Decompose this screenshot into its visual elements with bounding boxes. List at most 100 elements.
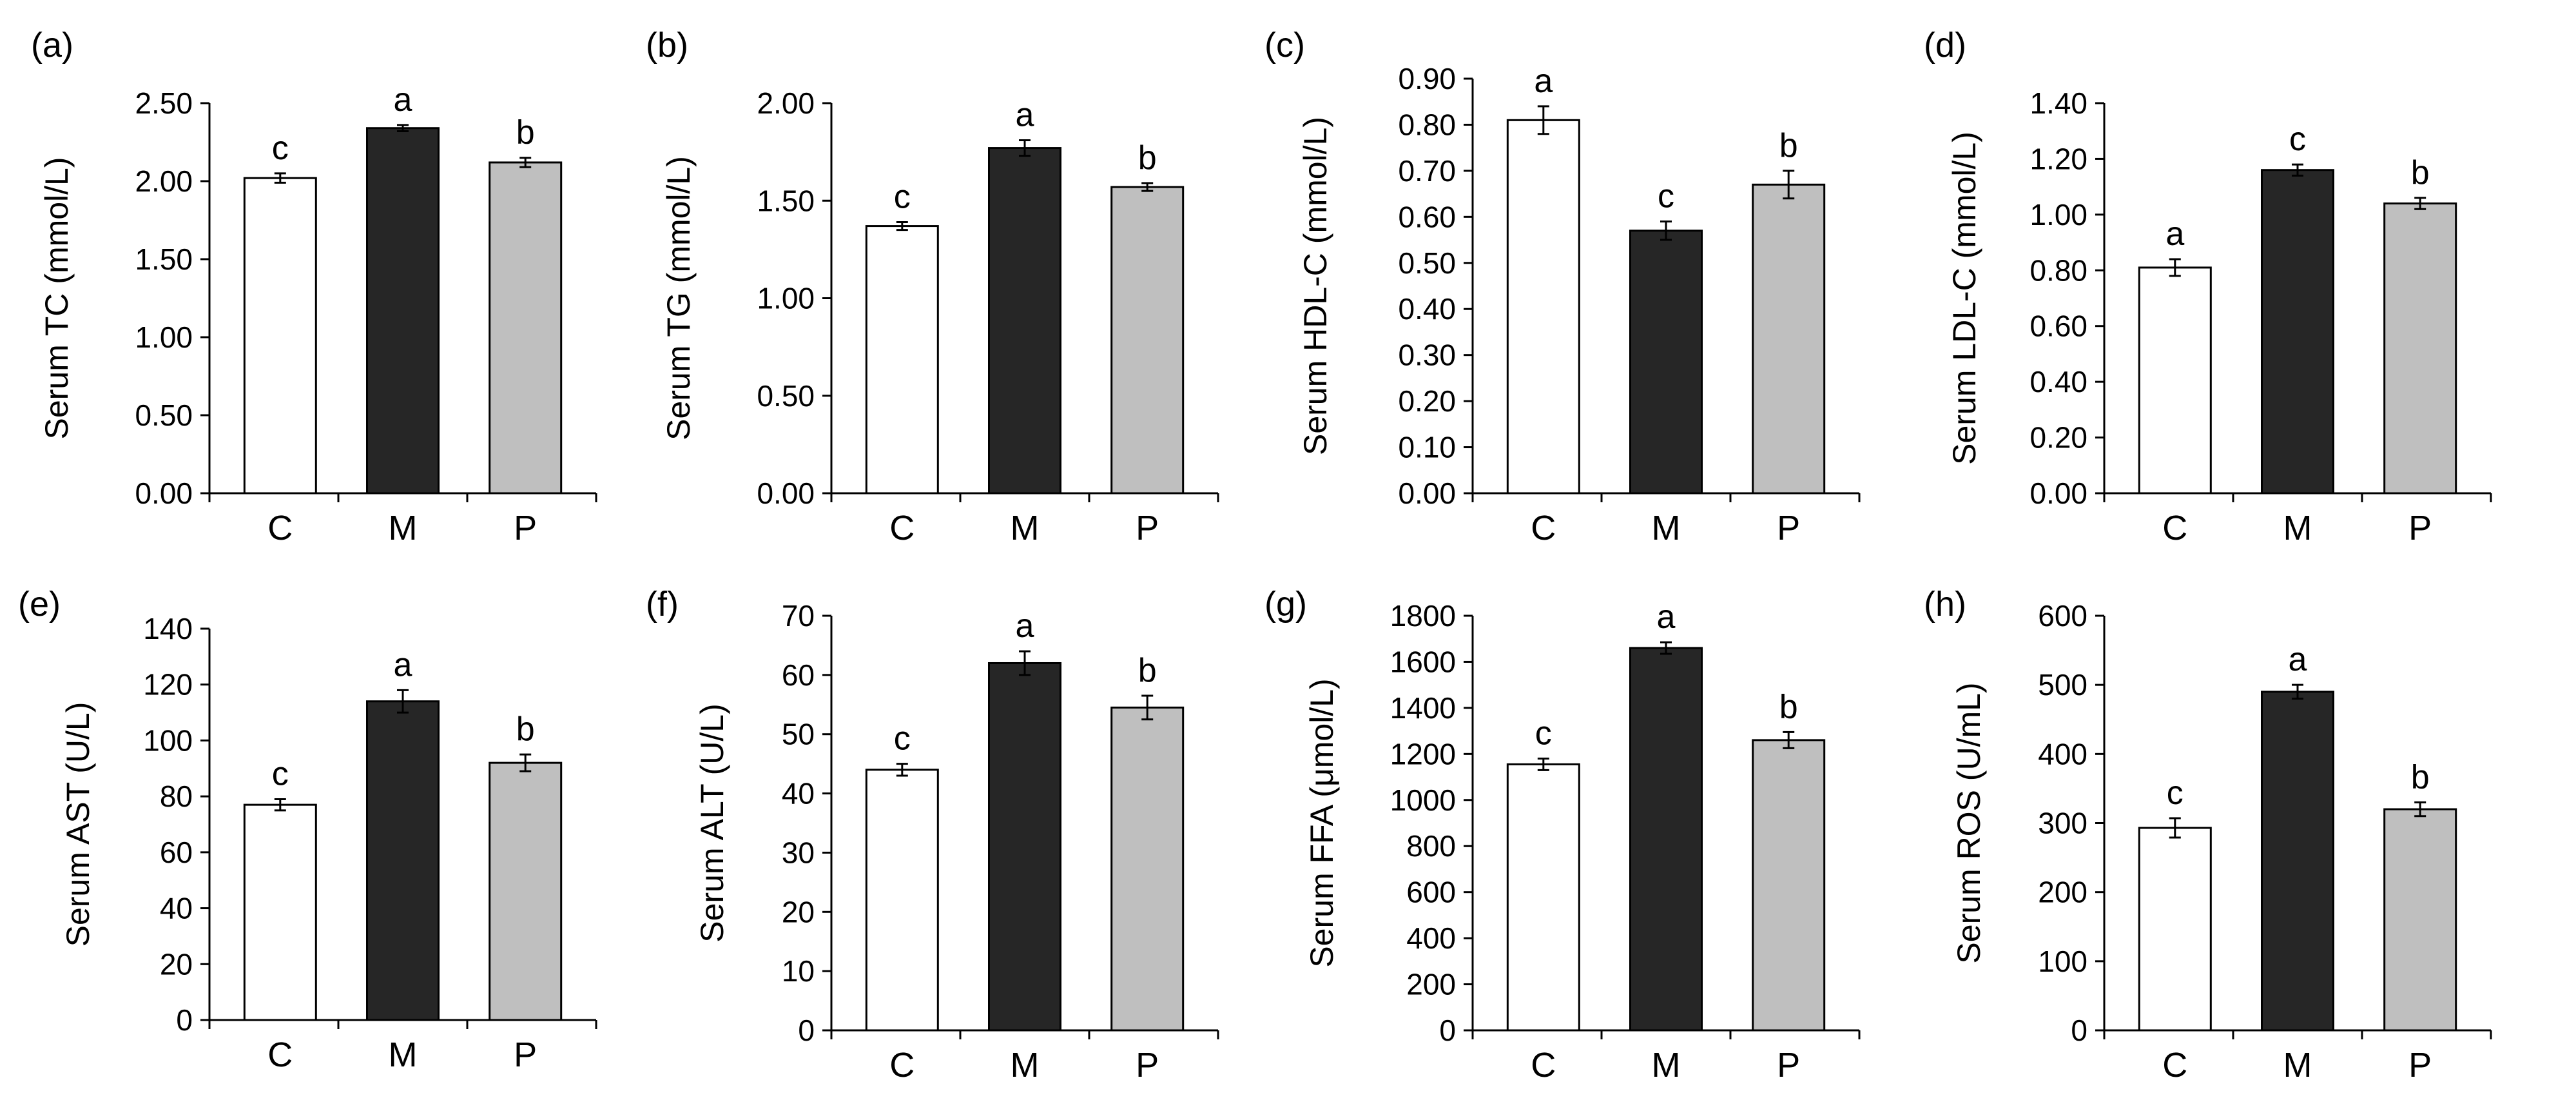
y-tick-label: 0.50 xyxy=(135,398,193,432)
y-tick-label: 0.10 xyxy=(1398,431,1456,464)
bar-M xyxy=(1629,647,1703,1032)
x-tick-label-P: P xyxy=(1136,509,1159,547)
y-axis-title: Serum FFA (μmol/L) xyxy=(1304,678,1340,967)
y-tick-label: 140 xyxy=(143,612,193,645)
bar-C xyxy=(865,225,939,495)
y-tick-label: 1200 xyxy=(1390,737,1456,770)
y-tick-label: 0 xyxy=(1439,1014,1456,1047)
significance-label-M: a xyxy=(1016,96,1034,133)
y-tick-label: 0.00 xyxy=(757,476,815,510)
y-axis-title: Serum ROS (U/mL) xyxy=(1951,682,1987,963)
significance-label-C: c xyxy=(272,130,289,167)
x-tick-label-M: M xyxy=(1011,1046,1040,1084)
x-tick-label-P: P xyxy=(1777,509,1800,547)
bar-C xyxy=(243,177,317,495)
x-tick-label-C: C xyxy=(267,509,293,547)
y-tick-label: 0.00 xyxy=(135,476,193,510)
bar-C xyxy=(865,769,939,1032)
y-tick-label: 1000 xyxy=(1390,783,1456,817)
y-tick-label: 0.80 xyxy=(2029,253,2087,287)
bar-P xyxy=(1110,186,1185,495)
y-tick-label: 80 xyxy=(160,780,193,813)
y-tick-label: 0.50 xyxy=(757,379,815,413)
y-axis-title: Serum TC (mmol/L) xyxy=(39,157,75,439)
y-tick-label: 600 xyxy=(1406,876,1456,909)
y-tick-label: 2.50 xyxy=(135,86,193,120)
x-tick-label-C: C xyxy=(267,1035,293,1074)
significance-label-P: b xyxy=(2411,758,2430,796)
x-tick-label-M: M xyxy=(1011,509,1040,547)
x-tick-label-P: P xyxy=(1136,1046,1159,1084)
significance-label-P: b xyxy=(516,711,535,748)
y-tick-label: 0.00 xyxy=(2029,476,2087,510)
x-tick-label-P: P xyxy=(514,509,537,547)
bar-M xyxy=(2261,169,2334,495)
y-tick-label: 0.50 xyxy=(1398,246,1456,280)
x-tick-label-M: M xyxy=(1652,509,1681,547)
significance-label-C: c xyxy=(272,755,289,792)
x-tick-label-C: C xyxy=(1531,1046,1556,1084)
significance-label-M: c xyxy=(1658,177,1674,215)
y-tick-label: 0 xyxy=(798,1014,815,1047)
panel-label: (d) xyxy=(1924,26,1966,64)
y-tick-label: 30 xyxy=(782,836,815,869)
y-tick-label: 0.40 xyxy=(2029,365,2087,398)
y-tick-label: 20 xyxy=(160,947,193,981)
y-tick-label: 1400 xyxy=(1390,691,1456,725)
y-tick-label: 0.30 xyxy=(1398,339,1456,372)
x-tick-label-C: C xyxy=(889,509,915,547)
y-tick-label: 1.50 xyxy=(757,184,815,217)
bar-M xyxy=(988,662,1061,1032)
panel-label: (b) xyxy=(646,26,688,64)
panel-label: (e) xyxy=(18,585,61,623)
bar-C xyxy=(2138,827,2212,1032)
y-axis-title: Serum ALT (U/L) xyxy=(694,703,730,942)
y-tick-label: 0 xyxy=(2071,1014,2087,1047)
y-tick-label: 40 xyxy=(782,777,815,810)
y-tick-label: 20 xyxy=(782,895,815,928)
y-tick-label: 500 xyxy=(2038,668,2087,702)
y-axis-title: Serum AST (U/L) xyxy=(60,702,96,947)
bar-P xyxy=(2383,808,2457,1032)
y-tick-label: 1.50 xyxy=(135,242,193,276)
significance-label-P: b xyxy=(1138,652,1157,689)
bar-M xyxy=(366,127,440,495)
y-tick-label: 400 xyxy=(2038,737,2087,770)
significance-label-C: a xyxy=(2165,215,2184,253)
x-tick-label-M: M xyxy=(389,509,418,547)
y-tick-label: 1600 xyxy=(1390,645,1456,678)
y-tick-label: 0.70 xyxy=(1398,154,1456,188)
y-tick-label: 70 xyxy=(782,599,815,633)
significance-label-P: b xyxy=(516,114,535,152)
panel-label: (f) xyxy=(646,585,679,623)
y-tick-label: 100 xyxy=(2038,945,2087,978)
significance-label-C: c xyxy=(894,179,911,216)
y-tick-label: 200 xyxy=(1406,968,1456,1001)
panel-label: (h) xyxy=(1924,585,1966,623)
y-tick-label: 0.80 xyxy=(1398,108,1456,141)
x-tick-label-M: M xyxy=(1652,1046,1681,1084)
y-tick-label: 10 xyxy=(782,954,815,988)
significance-label-P: b xyxy=(1779,127,1798,164)
y-tick-label: 200 xyxy=(2038,876,2087,909)
chart-panel-8: (h) Serum ROS (U/mL) 0 100 200 300 400 500 600 c C… xyxy=(1924,585,2492,1084)
y-tick-label: 50 xyxy=(782,718,815,751)
y-tick-label: 1.00 xyxy=(757,282,815,315)
chart-panel-7: (g) Serum FFA (μmol/L) 0 200 400 600 800 1000 12… xyxy=(1264,585,1861,1084)
y-tick-label: 0 xyxy=(176,1003,193,1037)
significance-label-M: a xyxy=(1016,607,1034,645)
chart-panel-2: (b) Serum TG (mmol/L) 0.00 0.50 1.00 1.50 2.00… xyxy=(646,26,1219,547)
y-tick-label: 1.00 xyxy=(135,320,193,354)
x-tick-label-P: P xyxy=(2408,509,2432,547)
significance-label-C: c xyxy=(2167,774,2184,812)
y-tick-label: 2.00 xyxy=(135,164,193,198)
x-tick-label-P: P xyxy=(2408,1046,2432,1084)
y-axis-title: Serum TG (mmol/L) xyxy=(661,156,697,440)
significance-label-C: a xyxy=(1534,63,1553,100)
bar-C xyxy=(243,803,317,1021)
y-tick-label: 60 xyxy=(160,836,193,869)
y-tick-label: 120 xyxy=(143,668,193,702)
y-tick-label: 0.40 xyxy=(1398,292,1456,326)
x-tick-label-M: M xyxy=(2283,1046,2312,1084)
